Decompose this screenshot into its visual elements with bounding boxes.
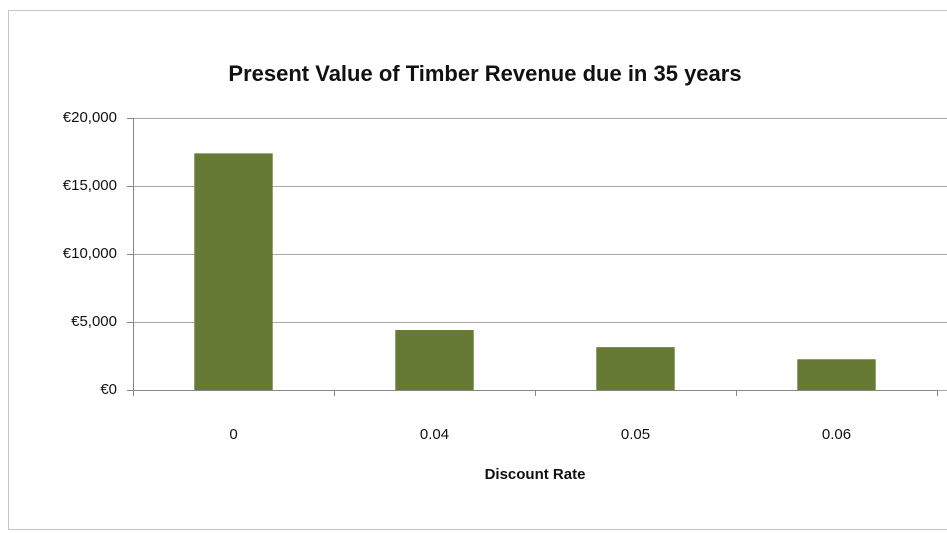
chart-border <box>8 10 947 530</box>
y-tick-label: €0 <box>100 381 117 398</box>
chart-title: Present Value of Timber Revenue due in 3… <box>228 61 741 86</box>
x-axis-label: Discount Rate <box>485 466 586 483</box>
bar <box>596 347 675 390</box>
bar <box>797 359 876 390</box>
y-tick-label: €5,000 <box>71 313 117 330</box>
x-tick-label: 0 <box>229 426 237 443</box>
x-tick-label: 0.06 <box>822 426 851 443</box>
x-tick-label: 0.04 <box>420 426 449 443</box>
y-tick-label: €15,000 <box>63 177 117 194</box>
x-tick-label: 0.05 <box>621 426 650 443</box>
bar <box>194 153 273 390</box>
bar <box>395 330 474 390</box>
y-tick-label: €10,000 <box>63 245 117 262</box>
y-tick-label: €20,000 <box>63 109 117 126</box>
